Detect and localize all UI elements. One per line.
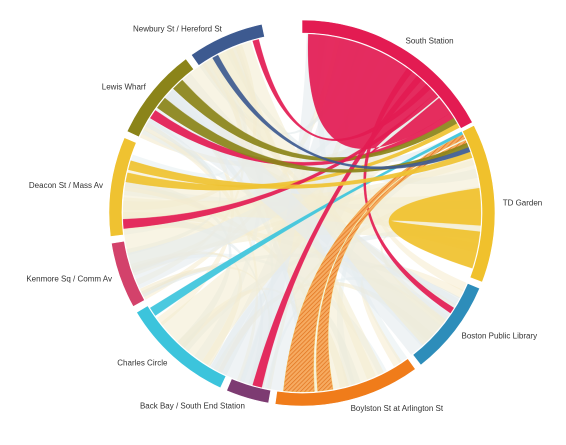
group-arc[interactable] [412,282,481,366]
group-arc[interactable] [108,137,137,237]
chord-ribbon[interactable] [212,54,471,170]
chord-ribbon[interactable] [363,67,455,314]
group-arc[interactable] [301,19,473,129]
group-label: Deacon St / Mass Av [29,181,103,190]
group-label: South Station [406,37,454,46]
group-label: Charles Circle [117,358,168,367]
background-chord [360,264,464,367]
group-label: Back Bay / South End Station [140,402,245,411]
group-label: Kenmore Sq / Comm Av [26,274,112,283]
chord-ribbons [122,33,482,393]
chord-ribbon[interactable] [388,187,482,269]
group-arc[interactable] [126,58,195,138]
group-label: TD Garden [503,199,543,208]
group-arc[interactable] [136,305,227,389]
group-label: Newbury St / Hereford St [133,25,223,34]
background-chord [239,34,327,388]
group-arc[interactable] [461,124,496,283]
background-chord [141,125,428,347]
group-arc[interactable] [226,378,272,404]
group-arcs [108,19,496,407]
group-label: Boylston St at Arlington St [351,404,444,413]
group-label: Lewis Wharf [102,83,147,92]
chord-ribbon[interactable] [122,92,439,229]
chord-ribbon[interactable] [307,33,451,155]
chord-ribbon[interactable] [156,97,469,173]
group-label: Boston Public Library [462,331,538,340]
group-arc[interactable] [111,240,145,307]
chord-ribbon[interactable] [149,131,464,316]
background-chord [211,41,446,346]
chord-ribbon[interactable] [172,79,458,162]
group-arc[interactable] [190,23,265,66]
chord-ribbon[interactable] [252,75,423,388]
group-labels: South Station TD Garden Boston Public Libr… [26,25,542,413]
group-arc[interactable] [274,358,416,407]
background-chord [127,77,441,289]
